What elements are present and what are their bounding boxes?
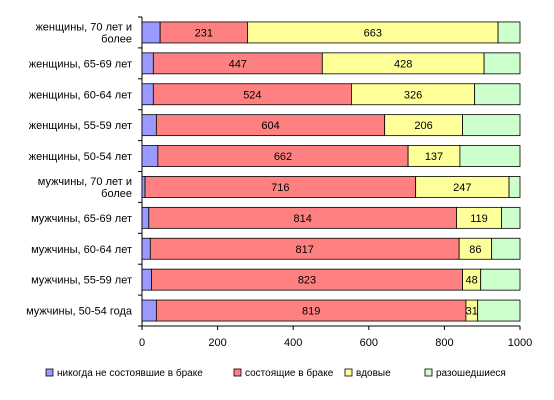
bar-segment: [508, 176, 521, 198]
bar-segment: [480, 268, 521, 291]
legend-swatch: [344, 368, 353, 377]
x-tick-label: 800: [435, 337, 453, 349]
data-label: 428: [394, 58, 412, 70]
data-label: 231: [195, 27, 213, 39]
legend-swatch: [233, 368, 242, 377]
bar-segment: [497, 21, 521, 44]
data-label: 326: [404, 89, 422, 101]
bar-segment: [141, 268, 152, 291]
data-label: 604: [261, 120, 279, 132]
legend-label: состоящие в браке: [245, 367, 334, 379]
data-label: 814: [293, 213, 311, 225]
bar-segment: [501, 206, 521, 229]
bar-segment: [141, 83, 154, 106]
category-label: женщины, 70 лет и: [35, 21, 132, 33]
data-label: 48: [465, 275, 477, 287]
category-label: женщины, 60-64 лет: [29, 89, 132, 101]
bar-segment: [141, 176, 146, 198]
bar-segment: [141, 237, 151, 260]
category-label: более: [101, 188, 132, 200]
data-label: 819: [302, 306, 320, 318]
data-label: 247: [453, 182, 471, 194]
data-label: 524: [243, 89, 261, 101]
category-label: мужчины, 50-54 года: [26, 306, 133, 318]
bar-segment: [483, 52, 521, 75]
bar-segment: [477, 299, 521, 322]
bar-segment: [141, 52, 154, 75]
category-label: мужчины, 55-59 лет: [31, 275, 132, 287]
data-label: 31: [466, 306, 478, 318]
category-label: более: [101, 33, 132, 45]
x-tick-label: 400: [284, 337, 302, 349]
data-label: 86: [469, 244, 481, 256]
bar-segment: [462, 114, 521, 137]
category-label: мужчины, 60-64 лет: [31, 244, 132, 256]
legend-swatch: [45, 368, 54, 377]
bar-segment: [459, 145, 521, 167]
data-label: 447: [229, 58, 247, 70]
data-label: 817: [296, 244, 314, 256]
category-label: женщины, 65-69 лет: [29, 58, 132, 70]
x-tick-label: 600: [360, 337, 378, 349]
bar-segment: [141, 299, 157, 322]
data-label: 119: [470, 213, 488, 225]
x-tick-label: 1000: [508, 337, 532, 349]
bar-segment: [141, 206, 150, 229]
bar-segment: [141, 114, 157, 137]
category-label: мужчины, 70 лет и: [38, 176, 132, 188]
category-label: мужчины, 65-69 лет: [31, 213, 132, 225]
bar-segment: [141, 21, 161, 44]
data-label: 663: [364, 27, 382, 39]
category-label: женщины, 55-59 лет: [29, 120, 132, 132]
data-label: 662: [274, 151, 292, 163]
legend-label: никогда не состоявшие в браке: [57, 367, 203, 379]
bar-segment: [474, 83, 521, 106]
legend-label: вдовые: [356, 368, 391, 379]
legend-swatch: [424, 368, 433, 377]
bar-segment: [141, 145, 159, 167]
category-label: женщины, 50-54 лет: [29, 151, 132, 163]
legend-label: разошедшиеся: [436, 368, 506, 379]
data-label: 823: [298, 275, 316, 287]
data-label: 137: [425, 151, 443, 163]
x-tick-label: 200: [208, 337, 226, 349]
bar-segment: [491, 237, 521, 260]
data-label: 206: [414, 120, 432, 132]
x-tick-label: 0: [139, 337, 145, 349]
data-label: 716: [271, 182, 289, 194]
